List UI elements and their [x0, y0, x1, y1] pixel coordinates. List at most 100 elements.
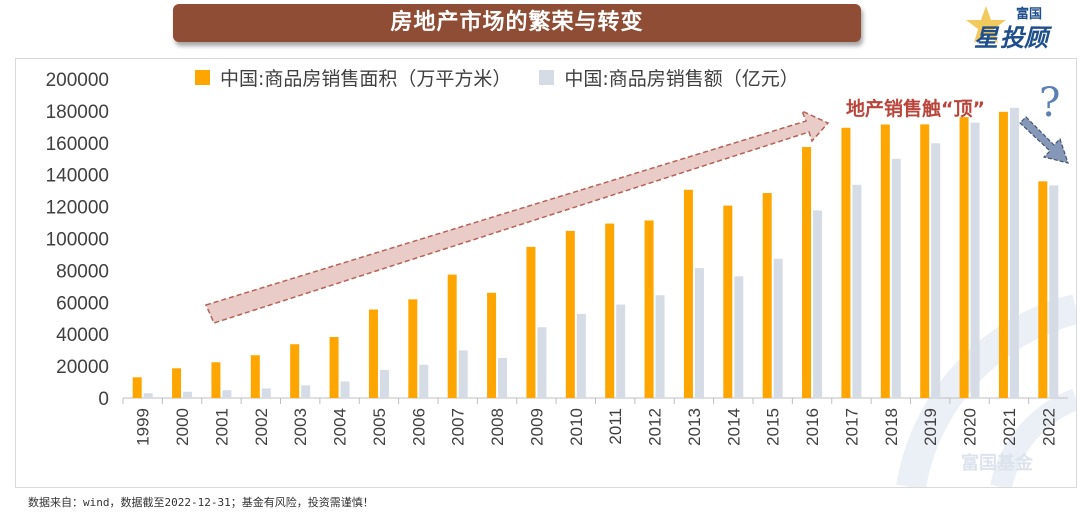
bar-sales-area	[565, 230, 575, 398]
x-tick-label: 2018	[882, 408, 901, 446]
bar-sales-area	[1038, 181, 1048, 398]
legend-item-amount: 中国:商品房销售额（亿元）	[539, 64, 799, 91]
bar-sales-area	[723, 205, 733, 398]
bar-sales-amount	[773, 258, 783, 398]
logo-line2-a: 星	[974, 24, 1000, 52]
y-tick-label: 100000	[46, 230, 109, 251]
bar-sales-amount	[734, 276, 744, 398]
bar-sales-area	[172, 368, 182, 398]
fuguo-logo: 富国 星 投顾	[966, 6, 1053, 52]
bar-sales-area	[132, 377, 142, 398]
bar-sales-amount	[183, 391, 193, 398]
x-tick-label: 2008	[488, 408, 507, 446]
chart-frame: 富国基金 0 20000 40000 60000 80000 100000 120000 14…	[15, 58, 1077, 488]
bar-sales-amount	[616, 304, 626, 398]
x-tick-label: 2000	[173, 408, 192, 446]
bar-sales-area	[605, 223, 615, 398]
bar-sales-amount	[143, 393, 153, 398]
x-tick-label: 2001	[212, 408, 231, 446]
x-tick-label: 2015	[764, 408, 783, 446]
legend-label-area: 中国:商品房销售面积（万平方米）	[220, 68, 512, 90]
y-tick-label: 200000	[46, 70, 109, 91]
logo-star-icon	[966, 6, 1006, 43]
x-tick-label: 2007	[449, 408, 468, 446]
chart-legend: 中国:商品房销售面积（万平方米） 中国:商品房销售额（亿元）	[195, 64, 827, 91]
y-tick-label: 160000	[46, 134, 109, 155]
x-tick-label: 2017	[842, 408, 861, 446]
y-tick-label: 0	[98, 389, 109, 410]
bar-sales-amount	[261, 388, 271, 398]
bar-sales-area	[329, 337, 339, 398]
x-tick-label: 2021	[1000, 408, 1019, 446]
bar-sales-area	[959, 117, 969, 399]
y-tick-label: 20000	[56, 357, 109, 378]
trend-arrow	[204, 109, 830, 324]
legend-swatch-area	[195, 70, 210, 85]
x-tick-label: 2011	[606, 408, 625, 445]
y-tick-label: 120000	[46, 198, 109, 219]
bar-sales-area	[487, 292, 497, 398]
bar-sales-area	[683, 189, 693, 398]
bar-sales-amount	[813, 210, 823, 398]
peak-annotation: 地产销售触“顶”	[846, 98, 985, 120]
bar-sales-amount	[1049, 185, 1059, 398]
x-tick-label: 2020	[961, 408, 980, 446]
x-tick-label: 2013	[685, 408, 704, 446]
bar-sales-area	[368, 309, 378, 398]
legend-item-area: 中国:商品房销售面积（万平方米）	[195, 64, 511, 91]
y-tick-label: 60000	[56, 293, 109, 314]
legend-swatch-amount	[539, 70, 555, 85]
x-tick-label: 2006	[409, 408, 428, 446]
bar-chart: 富国基金 0 20000 40000 60000 80000 100000 120000 14…	[46, 70, 1076, 487]
x-tick-label: 2022	[1039, 408, 1058, 446]
bar-sales-area	[920, 124, 930, 398]
x-tick-label: 2009	[527, 408, 546, 446]
bar-sales-area	[841, 127, 851, 398]
bar-sales-area	[250, 355, 260, 398]
y-tick-label: 140000	[46, 166, 109, 187]
bar-sales-area	[880, 124, 890, 398]
x-tick-label: 2004	[331, 408, 350, 446]
watermark-text: 富国基金	[961, 452, 1034, 474]
page-title: 房地产市场的繁荣与转变	[173, 4, 861, 42]
y-tick-label: 40000	[56, 325, 109, 346]
x-tick-label: 2019	[921, 408, 940, 446]
x-tick-label: 2005	[370, 408, 389, 446]
bar-sales-amount	[222, 390, 232, 398]
bar-sales-area	[211, 362, 221, 398]
legend-label-amount: 中国:商品房销售额（亿元）	[564, 68, 799, 90]
decline-arrow	[1019, 116, 1069, 164]
bar-sales-amount	[379, 369, 389, 398]
bar-sales-area	[644, 220, 654, 398]
x-tick-label: 2014	[724, 408, 743, 446]
x-tick-label: 2002	[252, 408, 271, 446]
logo-line2-b: 投顾	[1000, 24, 1053, 52]
bar-sales-amount	[1009, 107, 1019, 398]
bar-sales-amount	[694, 268, 704, 398]
bar-sales-amount	[537, 327, 547, 398]
bar-sales-area	[802, 147, 812, 398]
source-note: 数据来自：wind，数据截至2022-12-31；基金有风险，投资需谨慎！	[28, 496, 374, 509]
x-tick-label: 2010	[567, 408, 586, 446]
x-tick-label: 2016	[803, 408, 822, 446]
question-mark-icon: ?	[1039, 80, 1061, 126]
bar-sales-amount	[970, 122, 980, 399]
bar-sales-amount	[498, 358, 508, 398]
bar-sales-amount	[301, 385, 311, 398]
bar-sales-amount	[458, 350, 468, 398]
bar-sales-amount	[891, 158, 901, 398]
x-tick-label: 1999	[134, 408, 153, 446]
y-tick-label: 180000	[46, 102, 109, 123]
bar-sales-area	[526, 246, 536, 398]
bar-sales-area	[762, 193, 772, 398]
bar-sales-amount	[419, 364, 429, 398]
bar-sales-amount	[576, 313, 586, 398]
bar-sales-amount	[655, 295, 665, 398]
bar-sales-amount	[340, 381, 350, 398]
y-tick-label: 80000	[56, 261, 109, 282]
x-tick-label: 2003	[291, 408, 310, 446]
bar-sales-amount	[931, 143, 941, 398]
bar-sales-area	[408, 299, 418, 398]
bar-sales-amount	[852, 184, 862, 398]
bar-sales-area	[290, 344, 300, 398]
